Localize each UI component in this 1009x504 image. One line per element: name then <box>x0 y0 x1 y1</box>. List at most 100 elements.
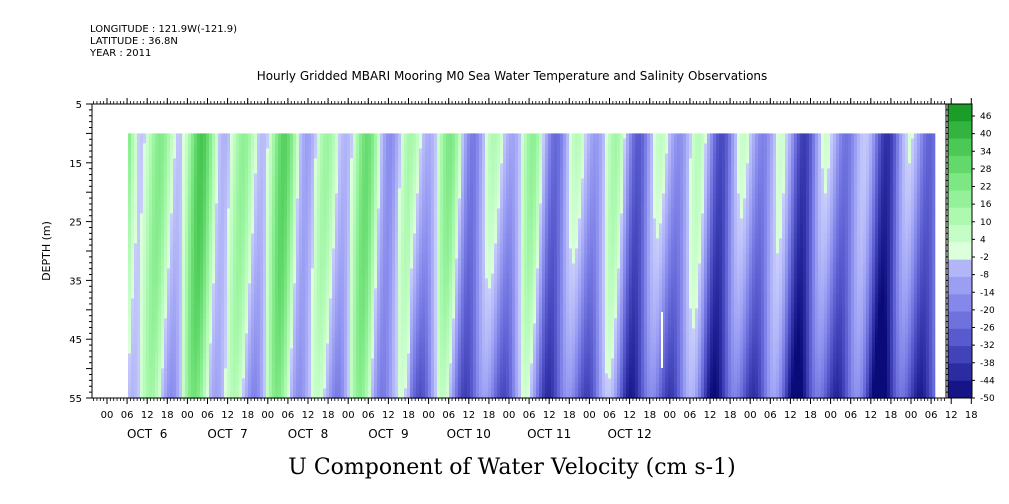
heatmap-cell <box>167 308 171 314</box>
heatmap-cell <box>215 183 219 189</box>
heatmap-cell <box>311 218 315 224</box>
heatmap-cell <box>257 233 261 239</box>
heatmap-cell <box>404 138 408 144</box>
heatmap-cell <box>251 353 255 359</box>
heatmap-cell <box>218 268 222 274</box>
heatmap-cell <box>380 293 384 299</box>
heatmap-cell <box>359 368 363 374</box>
heatmap-cell <box>392 308 396 314</box>
heatmap-cell <box>404 358 408 364</box>
heatmap-cell <box>389 278 393 284</box>
heatmap-cell <box>173 378 177 384</box>
heatmap-cell <box>320 358 324 364</box>
heatmap-cell <box>152 373 156 379</box>
heatmap-cell <box>305 388 309 394</box>
heatmap-cell <box>248 278 252 284</box>
heatmap-cell <box>341 353 345 359</box>
heatmap-cell <box>368 338 372 344</box>
heatmap-cell <box>296 293 300 299</box>
heatmap-cell <box>191 213 195 219</box>
heatmap-cell <box>254 163 258 169</box>
heatmap-cell <box>407 188 411 194</box>
heatmap-cell <box>134 323 138 329</box>
heatmap-cell <box>239 188 243 194</box>
heatmap-cell <box>242 283 246 289</box>
heatmap-cell <box>290 333 294 339</box>
heatmap-cell <box>320 188 324 194</box>
heatmap-cell <box>131 238 135 244</box>
heatmap-cell <box>383 263 387 269</box>
heatmap-cell <box>212 253 216 259</box>
heatmap-cell <box>134 173 138 179</box>
heatmap-cell <box>362 318 366 324</box>
heatmap-cell <box>179 138 183 144</box>
heatmap-cell <box>377 268 381 274</box>
heatmap-cell <box>266 203 270 209</box>
heatmap-cell <box>215 238 219 244</box>
heatmap-cell <box>401 358 405 364</box>
heatmap-cell <box>233 323 237 329</box>
heatmap-cell <box>305 298 309 304</box>
heatmap-cell <box>194 308 198 314</box>
heatmap-cell <box>149 263 153 269</box>
heatmap-cell <box>395 293 399 299</box>
heatmap-cell <box>134 233 138 239</box>
heatmap-cell <box>398 278 402 284</box>
heatmap-cell <box>212 268 216 274</box>
heatmap-cell <box>215 278 219 284</box>
heatmap-cell <box>293 213 297 219</box>
heatmap-cell <box>143 258 147 264</box>
heatmap-cell <box>302 228 306 234</box>
heatmap-cell <box>383 363 387 369</box>
heatmap-cell <box>365 268 369 274</box>
heatmap-cell <box>362 238 366 244</box>
heatmap-cell <box>128 343 132 349</box>
heatmap-cell <box>284 363 288 369</box>
heatmap-cell <box>335 278 339 284</box>
heatmap-cell <box>305 138 309 144</box>
heatmap-cell <box>161 388 165 394</box>
heatmap-cell <box>329 243 333 249</box>
heatmap-cell <box>398 328 402 334</box>
heatmap-cell <box>215 228 219 234</box>
heatmap-cell <box>128 378 132 384</box>
heatmap-cell <box>149 363 153 369</box>
heatmap-cell <box>140 298 144 304</box>
heatmap-cell <box>401 308 405 314</box>
heatmap-cell <box>239 308 243 314</box>
heatmap-cell <box>359 228 363 234</box>
heatmap-cell <box>287 213 291 219</box>
heatmap-cell <box>332 348 336 354</box>
heatmap-cell <box>257 338 261 344</box>
heatmap-cell <box>137 218 141 224</box>
heatmap-cell <box>257 383 261 389</box>
heatmap-cell <box>224 393 228 399</box>
heatmap-cell <box>278 393 282 399</box>
heatmap-cell <box>281 223 285 229</box>
heatmap-cell <box>221 153 225 159</box>
heatmap-cell <box>407 328 411 334</box>
heatmap-cell <box>173 278 177 284</box>
heatmap-cell <box>128 173 132 179</box>
heatmap-cell <box>275 308 279 314</box>
heatmap-cell <box>410 133 414 139</box>
heatmap-cell <box>359 288 363 294</box>
heatmap-cell <box>254 333 258 339</box>
heatmap-cell <box>209 293 213 299</box>
heatmap-cell <box>242 378 246 384</box>
heatmap-cell <box>128 273 132 279</box>
heatmap-cell <box>167 343 171 349</box>
heatmap-cell <box>389 143 393 149</box>
heatmap-cell <box>302 298 306 304</box>
heatmap-cell <box>302 378 306 384</box>
heatmap-cell <box>146 338 150 344</box>
heatmap-cell <box>218 298 222 304</box>
heatmap-cell <box>266 328 270 334</box>
heatmap-cell <box>383 348 387 354</box>
heatmap-cell <box>305 373 309 379</box>
heatmap-cell <box>221 253 225 259</box>
heatmap-cell <box>350 148 354 154</box>
heatmap-cell <box>140 148 144 154</box>
heatmap-cell <box>143 388 147 394</box>
heatmap-cell <box>365 133 369 139</box>
